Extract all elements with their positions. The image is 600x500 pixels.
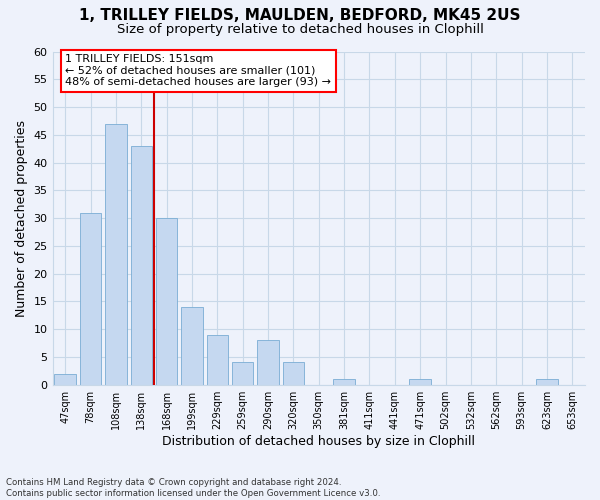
Bar (536, 379, 558, 384)
Bar (232, 362, 253, 384)
Text: 1 TRILLEY FIELDS: 151sqm
← 52% of detached houses are smaller (101)
48% of semi-: 1 TRILLEY FIELDS: 151sqm ← 52% of detach… (65, 54, 331, 88)
Bar (55, 374, 76, 384)
Bar (206, 334, 228, 384)
Text: Size of property relative to detached houses in Clophill: Size of property relative to detached ho… (116, 22, 484, 36)
Bar (181, 307, 203, 384)
Bar (131, 146, 152, 384)
X-axis label: Distribution of detached houses by size in Clophill: Distribution of detached houses by size … (162, 434, 475, 448)
Bar (283, 362, 304, 384)
Bar (156, 218, 178, 384)
Bar (80, 212, 101, 384)
Text: 1, TRILLEY FIELDS, MAULDEN, BEDFORD, MK45 2US: 1, TRILLEY FIELDS, MAULDEN, BEDFORD, MK4… (79, 8, 521, 22)
Bar (409, 379, 431, 384)
Bar (257, 340, 279, 384)
Bar (105, 124, 127, 384)
Y-axis label: Number of detached properties: Number of detached properties (15, 120, 28, 316)
Text: Contains HM Land Registry data © Crown copyright and database right 2024.
Contai: Contains HM Land Registry data © Crown c… (6, 478, 380, 498)
Bar (334, 379, 355, 384)
